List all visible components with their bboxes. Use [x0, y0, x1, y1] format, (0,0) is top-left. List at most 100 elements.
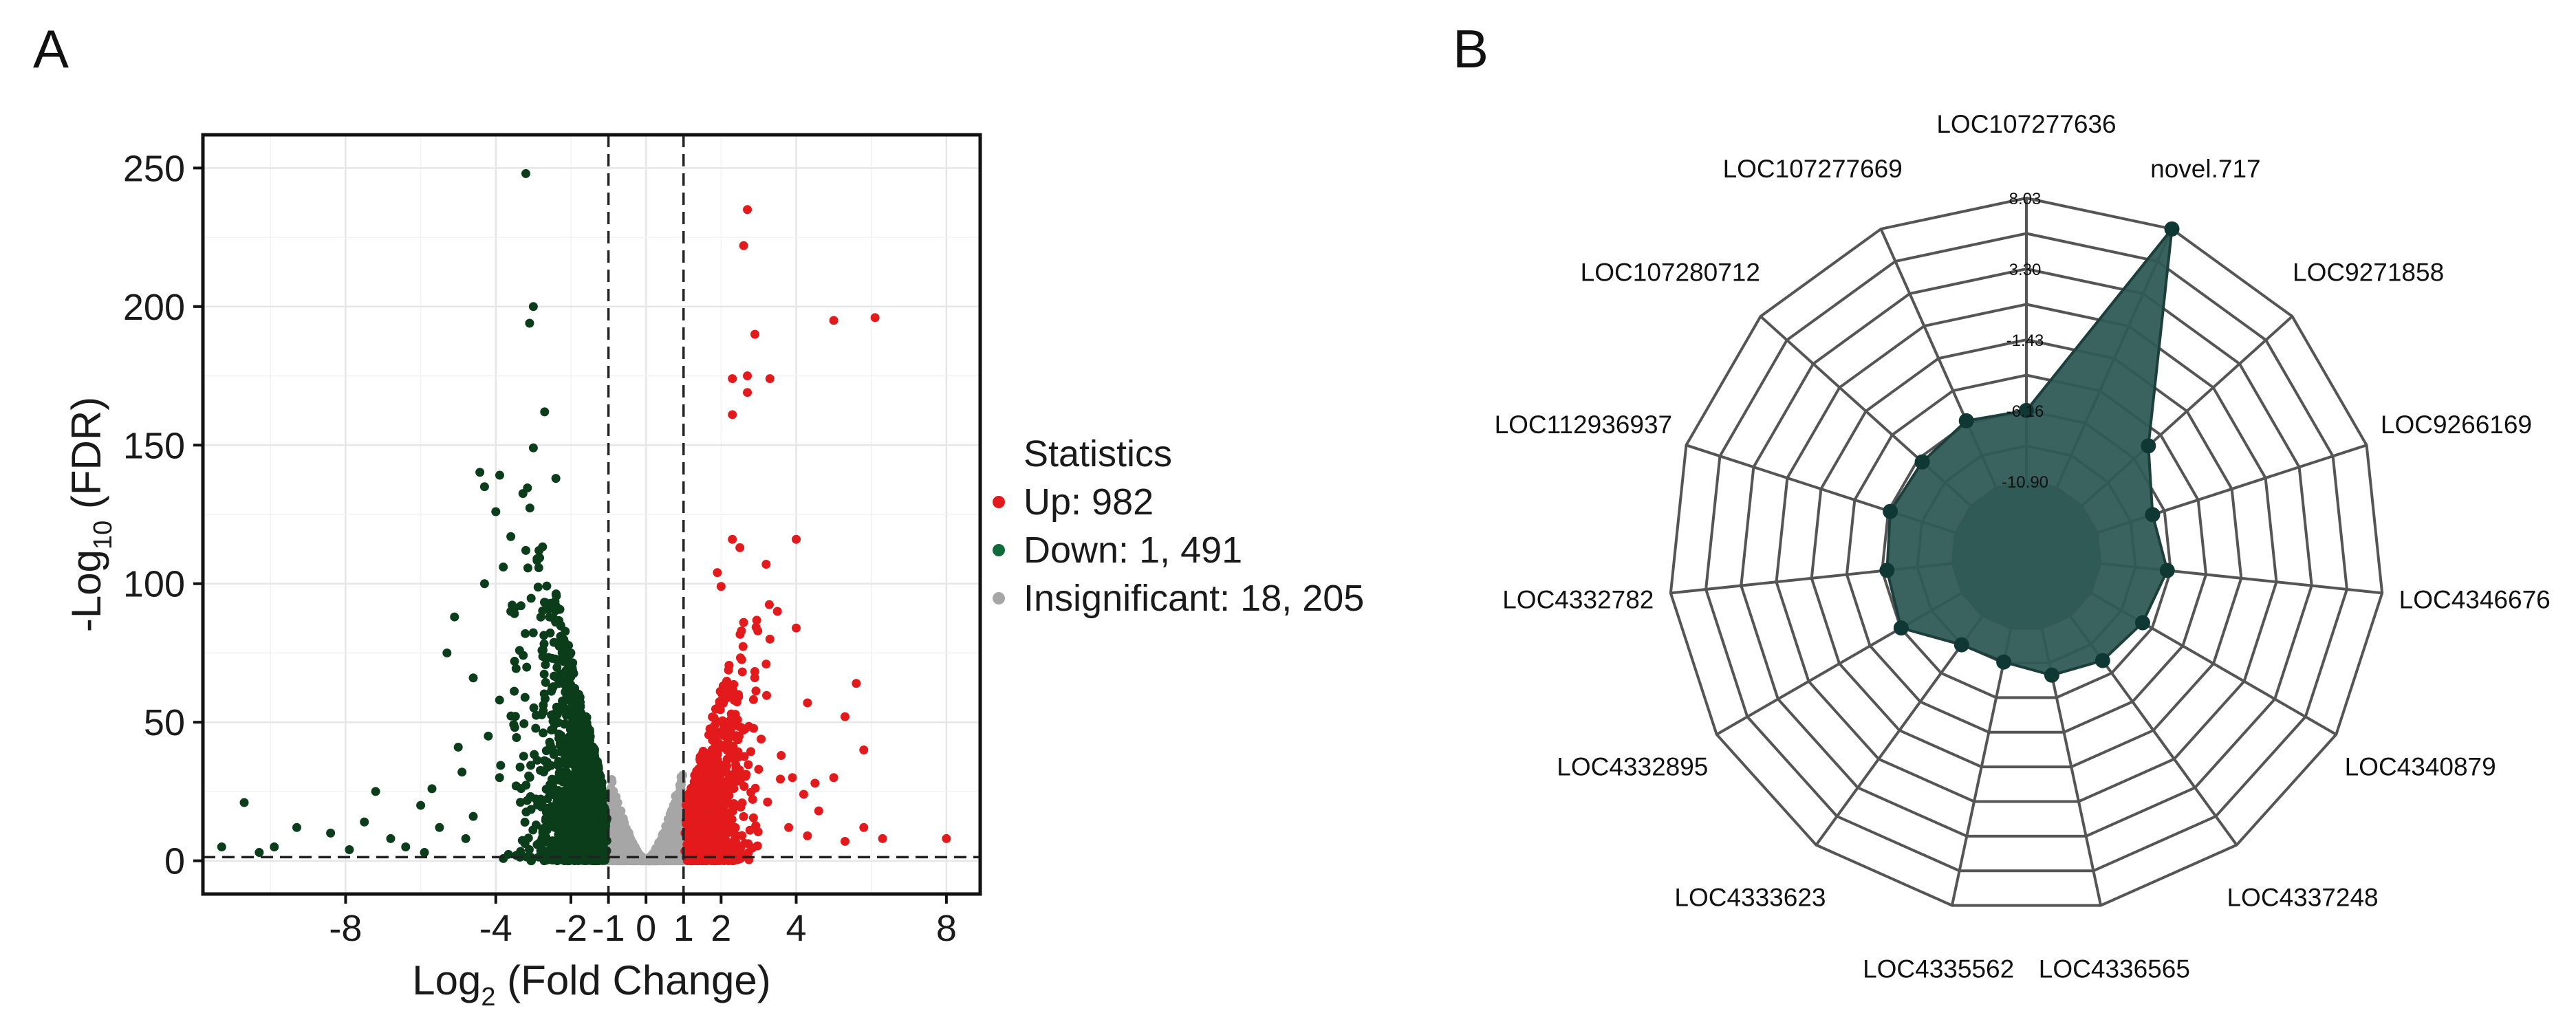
volcano-legend: Statistics Up: 982 Down: 1, 491 Insignif… [993, 433, 1364, 619]
down-point [457, 767, 467, 777]
up-point [764, 600, 774, 609]
up-point [730, 769, 740, 778]
radar-point [2159, 563, 2175, 578]
panel-b-label: B [1453, 19, 1489, 79]
up-point [697, 781, 707, 790]
down-point [540, 407, 550, 417]
down-point [559, 743, 569, 753]
down-point [519, 719, 529, 728]
y-axis-title: -Log10 (FDR) [63, 397, 118, 632]
radar-axis-labels: LOC107277636 novel.717 LOC9271858 LOC926616… [1495, 110, 2551, 983]
up-point [765, 374, 775, 384]
down-point [575, 697, 585, 707]
down-point [588, 831, 598, 841]
up-point [716, 856, 726, 865]
radar-point [2044, 667, 2059, 683]
down-point [468, 673, 478, 683]
up-point [737, 655, 746, 664]
up-point [717, 789, 726, 799]
down-point [550, 654, 560, 664]
up-point [814, 806, 823, 816]
down-point [255, 848, 264, 858]
down-point [534, 563, 543, 573]
up-point [690, 809, 700, 819]
down-point [530, 750, 539, 759]
insignificant-point [667, 836, 677, 845]
down-point [495, 470, 504, 480]
down-point [597, 795, 607, 805]
radar-axis-label: LOC4337248 [2227, 884, 2378, 912]
down-point [587, 757, 597, 767]
up-point [735, 543, 745, 552]
insignificant-point [609, 843, 619, 853]
radar-point [1879, 563, 1895, 578]
x-tick-label: 4 [786, 908, 806, 949]
down-point [543, 794, 552, 803]
down-point [539, 856, 549, 866]
down-point [512, 851, 521, 860]
down-point [539, 631, 549, 640]
panel-a-label: A [33, 19, 69, 79]
down-point [590, 792, 600, 801]
down-point [510, 657, 519, 666]
down-point [558, 696, 567, 706]
up-point [731, 760, 741, 770]
down-point [520, 818, 530, 827]
down-point [542, 757, 552, 767]
down-point [526, 593, 536, 603]
radar-polygon [1885, 224, 2174, 677]
down-point [534, 546, 544, 556]
up-point [719, 723, 728, 733]
radar-point [1883, 503, 1898, 519]
radar-axis-label: LOC112936937 [1495, 411, 1673, 439]
insignificant-point [636, 856, 646, 866]
up-point [788, 773, 797, 783]
down-point [590, 801, 600, 811]
up-point [715, 772, 724, 781]
up-point [852, 679, 861, 688]
down-point [539, 823, 549, 833]
down-point [531, 723, 541, 733]
down-point [597, 805, 607, 814]
y-axis-title-sub: 10 [89, 521, 118, 549]
down-point [561, 802, 571, 811]
up-point [765, 634, 775, 644]
down-point [539, 700, 548, 710]
down-point [326, 828, 336, 838]
radar-point [1893, 620, 1909, 636]
radar-point [2019, 402, 2034, 418]
down-point [561, 639, 570, 649]
down-point [510, 723, 519, 732]
down-point [416, 800, 426, 810]
radar-point [2141, 438, 2156, 454]
up-point [713, 717, 722, 727]
up-point [840, 836, 849, 846]
up-point [723, 739, 733, 748]
radar-ring-label: 8.03 [2009, 190, 2042, 208]
up-point [754, 765, 764, 774]
down-point [532, 554, 542, 563]
x-tick-label: -8 [329, 908, 362, 949]
down-point [581, 751, 591, 761]
up-point [707, 783, 717, 792]
insignificant-point [629, 854, 638, 864]
down-point [479, 579, 489, 589]
x-axis-title-main: Log [412, 957, 481, 1003]
down-point [442, 648, 452, 657]
down-point [420, 848, 429, 858]
up-point [717, 698, 727, 708]
down-point [565, 650, 575, 660]
up-point [683, 822, 693, 831]
down-point [521, 629, 530, 638]
down-point [592, 765, 602, 774]
down-point [360, 817, 369, 827]
down-point [595, 834, 605, 843]
down-point [561, 680, 570, 690]
up-point [717, 690, 727, 699]
up-point [784, 822, 794, 832]
down-point [504, 849, 513, 859]
up-point [752, 615, 761, 625]
legend-insignificant-label: Insignificant: 18, 205 [1024, 578, 1364, 619]
